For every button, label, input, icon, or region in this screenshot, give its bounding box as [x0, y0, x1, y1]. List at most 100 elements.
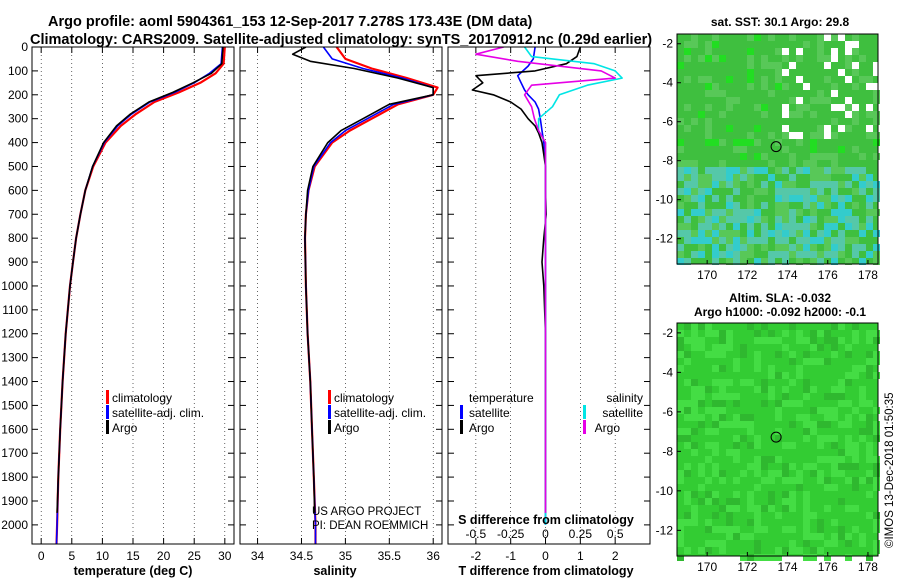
map-cell — [803, 188, 810, 195]
map-cell — [712, 498, 719, 505]
map-cell — [873, 244, 880, 251]
map-cell — [803, 216, 810, 223]
map-cell — [810, 195, 817, 202]
map-cell — [838, 400, 845, 407]
map-cell — [726, 379, 733, 386]
map-cell — [838, 456, 845, 463]
map-cell — [810, 160, 817, 167]
map-cell — [747, 251, 754, 258]
map-cell — [838, 449, 845, 456]
map-cell — [761, 76, 768, 83]
map-cell — [712, 167, 719, 174]
map-cell — [677, 337, 684, 344]
sla-map-lon-labels: 170 172 174 176 178 — [697, 552, 878, 574]
map-cell — [698, 393, 705, 400]
map-cell — [705, 330, 712, 337]
map-cell — [698, 498, 705, 505]
map-cell — [691, 195, 698, 202]
map-cell — [866, 491, 873, 498]
map-cell — [817, 174, 824, 181]
map-cell — [824, 407, 831, 414]
map-cell — [824, 554, 831, 561]
map-cell — [775, 237, 782, 244]
map-cell — [789, 195, 796, 202]
map-cell — [719, 386, 726, 393]
map-cell — [726, 202, 733, 209]
salinity-series — [291, 47, 439, 544]
map-cell — [726, 421, 733, 428]
map-cell — [768, 365, 775, 372]
map-cell — [803, 435, 810, 442]
map-cell — [845, 216, 852, 223]
map-cell — [740, 153, 747, 160]
lat-tick-label: -12 — [656, 232, 674, 246]
map-cell — [768, 62, 775, 69]
map-cell — [796, 48, 803, 55]
map-cell — [866, 365, 873, 372]
map-cell — [761, 456, 768, 463]
map-cell — [747, 519, 754, 526]
map-cell — [768, 90, 775, 97]
map-cell — [831, 456, 838, 463]
map-cell — [873, 90, 880, 97]
map-cell — [845, 533, 852, 540]
map-cell — [789, 547, 796, 554]
map-cell — [712, 449, 719, 456]
map-cell — [754, 505, 761, 512]
map-cell — [789, 526, 796, 533]
map-cell — [705, 456, 712, 463]
lat-tick-label: -2 — [662, 326, 673, 340]
map-cell — [824, 540, 831, 547]
map-cell — [754, 456, 761, 463]
map-cell — [866, 195, 873, 202]
map-cell — [803, 83, 810, 90]
map-cell — [705, 428, 712, 435]
map-cell — [789, 463, 796, 470]
map-cell — [726, 237, 733, 244]
map-cell — [852, 174, 859, 181]
map-cell — [866, 125, 873, 132]
map-cell — [866, 449, 873, 456]
map-cell — [796, 230, 803, 237]
map-cell — [810, 237, 817, 244]
map-cell — [817, 153, 824, 160]
map-cell — [719, 400, 726, 407]
map-cell — [684, 216, 691, 223]
map-cell — [838, 209, 845, 216]
map-cell — [817, 533, 824, 540]
map-cell — [768, 505, 775, 512]
map-cell — [831, 351, 838, 358]
lat-tick-label: -8 — [662, 154, 673, 168]
lon-tick-label: 172 — [737, 268, 757, 282]
map-cell — [733, 477, 740, 484]
map-cell — [852, 118, 859, 125]
map-cell — [761, 505, 768, 512]
map-cell — [782, 83, 789, 90]
map-cell — [712, 195, 719, 202]
map-cell — [733, 393, 740, 400]
map-cell — [789, 188, 796, 195]
x-tick-label: -2 — [471, 549, 482, 563]
map-cell — [754, 104, 761, 111]
map-cell — [866, 223, 873, 230]
map-cell — [852, 442, 859, 449]
map-cell — [754, 216, 761, 223]
map-cell — [859, 477, 866, 484]
map-cell — [789, 400, 796, 407]
map-cell — [775, 188, 782, 195]
map-cell — [761, 230, 768, 237]
map-cell — [754, 526, 761, 533]
map-cell — [712, 470, 719, 477]
map-cell — [677, 400, 684, 407]
map-cell — [684, 379, 691, 386]
map-cell — [761, 400, 768, 407]
map-cell — [726, 330, 733, 337]
depth-tick-label: 400 — [8, 136, 28, 150]
map-cell — [852, 69, 859, 76]
map-cell — [684, 188, 691, 195]
map-cell — [817, 237, 824, 244]
map-cell — [768, 330, 775, 337]
map-cell — [712, 41, 719, 48]
map-cell — [775, 62, 782, 69]
map-cell — [852, 477, 859, 484]
